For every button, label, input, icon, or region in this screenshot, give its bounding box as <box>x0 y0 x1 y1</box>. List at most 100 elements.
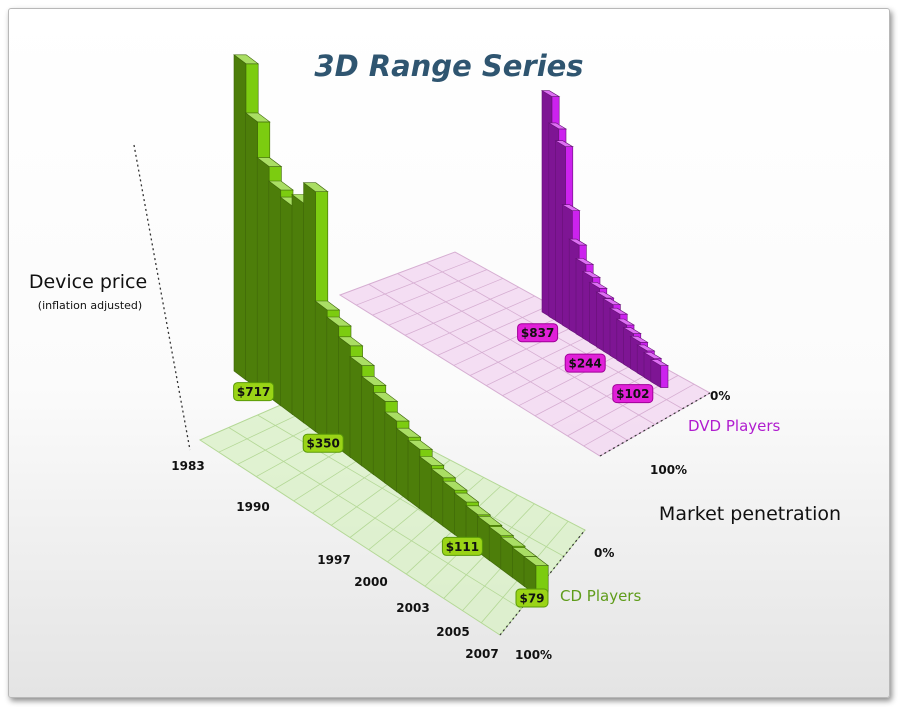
bar-top <box>523 556 550 566</box>
x-tick-label: 1990 <box>236 500 269 514</box>
data-label-text: $102 <box>616 387 649 401</box>
bars <box>233 54 670 596</box>
bar-top <box>418 456 445 466</box>
x-tick-label: 2003 <box>396 601 429 615</box>
bar-side <box>291 193 305 424</box>
y-axis-subtitle: (inflation adjusted) <box>38 299 142 312</box>
bar-top <box>476 515 503 526</box>
floor-gridline <box>368 283 628 441</box>
data-label-box <box>517 323 559 343</box>
bar-top <box>465 505 492 516</box>
bar-top <box>267 180 294 191</box>
bar-side <box>326 316 340 450</box>
bar-top <box>256 157 283 167</box>
data-label-text: $79 <box>519 592 544 606</box>
x-tick-label: 1997 <box>317 553 350 567</box>
bar-side <box>372 391 386 484</box>
bar-top <box>642 352 663 359</box>
bar-top <box>595 291 615 299</box>
data-label-text: $244 <box>568 357 601 371</box>
bar-top <box>383 411 410 422</box>
bar-side <box>396 427 409 501</box>
bar-top <box>622 327 642 334</box>
z-tick-label: 0% <box>710 389 730 403</box>
bar-side <box>233 54 247 381</box>
bar-side <box>314 300 328 441</box>
data-label-box <box>441 536 483 556</box>
data-label: $350 <box>302 433 344 453</box>
bar-side <box>430 468 444 527</box>
data-label-box <box>612 384 654 404</box>
bar-top <box>372 392 399 402</box>
data-label-text: $350 <box>306 437 339 451</box>
bar-top <box>574 258 595 265</box>
data-label-text: $717 <box>237 385 270 399</box>
bar-top <box>244 112 271 123</box>
bar-side <box>303 182 316 433</box>
data-label: $837 <box>517 323 559 343</box>
z-axis-line <box>599 392 711 457</box>
bar-top <box>602 298 622 306</box>
bar-top <box>540 90 561 97</box>
z-tick-label: 0% <box>594 546 614 560</box>
data-label-text: $837 <box>521 326 554 340</box>
bar-top <box>629 335 649 343</box>
y-axis-line <box>133 144 191 451</box>
bar-top <box>649 359 670 367</box>
data-label: $79 <box>515 588 549 608</box>
bar-top <box>608 307 629 315</box>
data-label: $244 <box>564 353 606 373</box>
bar-top <box>453 492 480 503</box>
z-tick-label: 100% <box>515 648 552 662</box>
bar-top <box>302 182 329 192</box>
bar-side <box>268 180 282 407</box>
bar-top <box>588 281 608 289</box>
bar-top <box>554 140 574 147</box>
bar-side <box>280 196 293 415</box>
bar-top <box>233 54 260 65</box>
data-label-box <box>515 588 549 608</box>
x-tick-label: 2000 <box>354 575 387 589</box>
bar-side <box>442 480 456 536</box>
bar-top <box>568 238 588 246</box>
bar-top <box>561 204 581 211</box>
data-label-box <box>564 353 606 373</box>
bar-side <box>407 439 421 510</box>
bar-top <box>407 440 434 450</box>
y-axis-title: Device price <box>29 271 147 293</box>
bar-top <box>360 375 387 386</box>
floor-gridline <box>228 427 522 610</box>
bar-top <box>349 356 376 366</box>
bar-front <box>660 365 669 388</box>
bar-top <box>337 336 364 347</box>
x-tick-label: 2005 <box>436 625 469 639</box>
bar-top <box>581 271 602 278</box>
data-label: $717 <box>233 382 275 402</box>
bar-side <box>349 356 363 467</box>
bar-top <box>499 536 526 547</box>
data-label-box <box>233 382 275 402</box>
z-axis-title: Market penetration <box>659 503 841 525</box>
floor-gridline <box>397 273 656 425</box>
data-label: $111 <box>441 536 483 556</box>
chart-title: 3D Range Series <box>314 49 583 83</box>
bar-top <box>615 318 636 326</box>
bar <box>649 359 670 389</box>
bar-top <box>636 344 656 352</box>
bar-top <box>395 427 422 438</box>
z-tick-label: 100% <box>650 463 687 477</box>
x-tick-label: 2007 <box>465 647 498 661</box>
bar <box>523 555 550 596</box>
data-labels: $837 $244 $102 $717 $350 $111 $79 <box>233 323 654 608</box>
data-label: $102 <box>612 384 654 404</box>
bar-side <box>361 375 374 476</box>
bar-top <box>441 480 468 491</box>
data-label-text: $111 <box>446 540 479 554</box>
bar-top <box>314 300 341 311</box>
floors <box>198 251 712 636</box>
bar-side <box>245 112 258 390</box>
bar-side <box>419 455 432 519</box>
series-label-dvd-players: DVD Players <box>688 417 781 435</box>
bar-top <box>488 526 515 537</box>
